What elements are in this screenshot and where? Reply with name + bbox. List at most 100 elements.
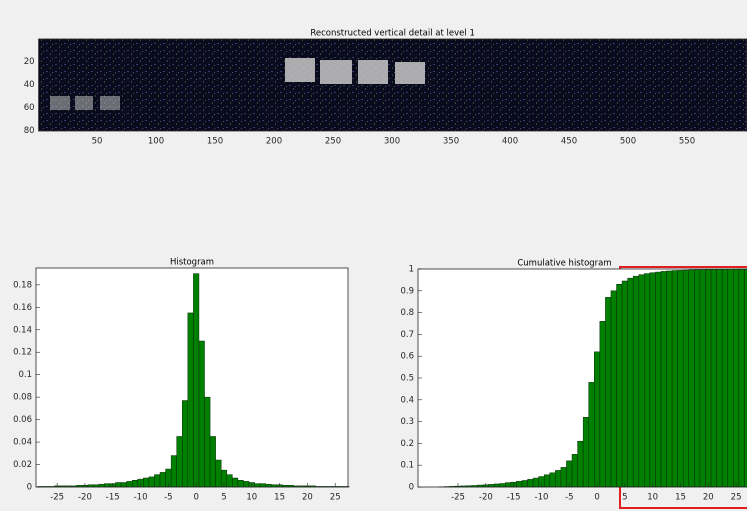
bar <box>733 269 739 487</box>
x-tick-label: -5 <box>565 493 573 503</box>
bar <box>238 480 244 487</box>
x-tick-label: 20 <box>703 493 714 503</box>
bar <box>533 478 539 487</box>
bar <box>104 484 110 487</box>
bar <box>655 272 661 487</box>
x-tick-label: -25 <box>451 493 465 503</box>
bar <box>667 271 673 487</box>
y-tick-label: 60 <box>24 103 35 113</box>
x-tick-label: 0 <box>193 493 198 503</box>
bar <box>639 275 645 487</box>
x-tick-label: -5 <box>164 493 172 503</box>
y-tick-label: 20 <box>24 57 35 67</box>
bar <box>628 278 634 487</box>
x-tick-label: 5 <box>221 493 226 503</box>
y-tick-label: 0.18 <box>13 280 32 290</box>
bar <box>160 472 166 487</box>
y-tick-label: 0.02 <box>13 460 32 470</box>
x-tick-label: -20 <box>78 493 92 503</box>
y-tick-label: 0.2 <box>400 439 414 449</box>
bar <box>544 475 550 487</box>
bar <box>528 479 534 487</box>
image-content <box>39 39 747 131</box>
bar <box>516 481 522 487</box>
y-tick-label: 0 <box>27 483 32 493</box>
bar <box>182 401 188 487</box>
bar <box>717 269 723 487</box>
x-tick-label: 250 <box>325 137 341 147</box>
bar <box>99 484 105 487</box>
x-tick-label: 15 <box>274 493 285 503</box>
bar <box>611 291 617 487</box>
x-tick-label: -25 <box>50 493 64 503</box>
axes-title: Histogram <box>170 258 214 268</box>
bar <box>522 480 528 487</box>
bar <box>578 441 584 487</box>
y-tick-label: 0.3 <box>400 417 414 427</box>
bar <box>216 460 222 487</box>
bar <box>199 341 205 487</box>
bar <box>243 481 249 487</box>
bar <box>650 273 656 487</box>
bar <box>633 276 639 487</box>
x-tick-label: 10 <box>647 493 658 503</box>
x-tick-label: 300 <box>384 137 400 147</box>
x-tick-label: -15 <box>507 493 521 503</box>
x-tick-label: 500 <box>620 137 636 147</box>
bar <box>678 270 684 487</box>
bar <box>227 475 233 487</box>
y-tick-label: 0.9 <box>400 286 414 296</box>
figure: Reconstructed vertical detail at level 1… <box>0 0 747 511</box>
bar <box>706 269 712 487</box>
bar <box>154 475 160 487</box>
y-tick-label: 40 <box>24 80 35 90</box>
y-tick-label: 0.8 <box>400 308 414 318</box>
x-tick-label: 20 <box>302 493 313 503</box>
bar <box>127 481 133 487</box>
bar <box>116 483 122 487</box>
bar <box>188 313 194 487</box>
bar <box>683 270 689 487</box>
bar <box>700 270 706 487</box>
bar <box>171 456 177 487</box>
bar <box>583 417 589 487</box>
y-tick-label: 0.08 <box>13 393 32 403</box>
bar <box>193 274 199 487</box>
bar <box>121 483 127 487</box>
bar <box>555 470 561 487</box>
x-tick-label: 10 <box>246 493 257 503</box>
x-tick-label: 25 <box>330 493 341 503</box>
y-tick-label: 0.7 <box>400 330 414 340</box>
bar <box>694 270 700 487</box>
y-tick-label: 0.14 <box>13 325 32 335</box>
y-tick-label: 0 <box>409 483 414 493</box>
bar <box>689 270 695 487</box>
bar <box>500 484 506 487</box>
bar <box>132 480 138 487</box>
y-tick-label: 80 <box>24 126 35 136</box>
y-tick-label: 0.06 <box>13 415 32 425</box>
x-tick-label: 0 <box>594 493 599 503</box>
bar <box>232 478 238 487</box>
y-tick-label: 0.1 <box>18 370 32 380</box>
bar <box>255 484 261 487</box>
y-tick-label: 1 <box>409 265 414 275</box>
y-tick-label: 0.16 <box>13 303 32 313</box>
bar <box>210 436 216 487</box>
bar <box>143 478 149 487</box>
bar <box>260 484 266 487</box>
x-tick-label: 5 <box>622 493 627 503</box>
x-tick-label: -10 <box>134 493 148 503</box>
x-tick-label: 100 <box>148 137 164 147</box>
bar <box>600 321 606 487</box>
bar <box>589 382 595 487</box>
bar <box>728 269 734 487</box>
bar <box>605 297 611 487</box>
bar <box>661 271 667 487</box>
y-tick-label: 0.4 <box>400 395 414 405</box>
bar <box>672 271 678 487</box>
bar <box>594 352 600 487</box>
x-tick-label: -10 <box>535 493 549 503</box>
bar <box>177 436 183 487</box>
bar <box>149 477 155 487</box>
